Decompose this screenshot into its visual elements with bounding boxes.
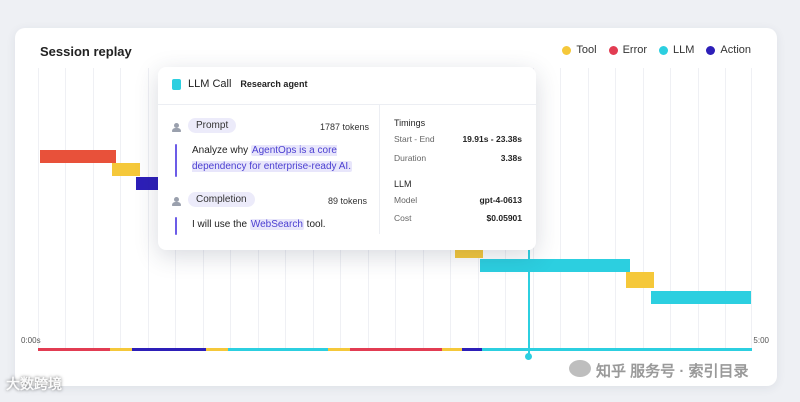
user-icon (172, 197, 181, 206)
legend-item-error: Error (608, 44, 648, 56)
model-label: Model (394, 195, 418, 205)
start-end-value: 19.91s - 23.38s (462, 134, 522, 144)
tool-legend-dot (562, 45, 572, 55)
legend-item-llm: LLM (659, 44, 694, 56)
llm-call-icon (172, 78, 181, 90)
completion-text: I will use the WebSearch tool. (192, 219, 326, 230)
playhead-line[interactable] (528, 250, 530, 358)
legend: Tool Error LLM Action (562, 44, 751, 56)
legend-label-error: Error (622, 44, 648, 56)
timeline-bar-action[interactable] (136, 177, 158, 190)
completion-highlight: WebSearch (249, 219, 304, 230)
popup-header: LLM Call Research agent (172, 78, 307, 90)
timeline-bar-llm[interactable] (480, 259, 630, 272)
llm-heading: LLM (394, 179, 412, 189)
wechat-icon (569, 360, 591, 377)
axis-start-label: 0:00s (21, 336, 41, 345)
legend-item-action: Action (706, 44, 751, 56)
timeline-bar-llm[interactable] (651, 291, 751, 304)
duration-value: 3.38s (500, 153, 522, 163)
playhead-handle[interactable] (525, 353, 532, 360)
cost-value: $0.05901 (486, 213, 522, 223)
prompt-quote-bar (175, 144, 177, 177)
llm-legend-dot (659, 45, 669, 55)
user-icon (172, 123, 181, 132)
session-replay-title: Session replay (40, 44, 132, 59)
watermark-left: 大数跨境 (6, 376, 62, 392)
completion-tokens: 89 tokens (328, 196, 368, 206)
duration-label: Duration (394, 153, 427, 163)
model-value: gpt-4-0613 (479, 195, 522, 205)
cost-label: Cost (394, 213, 412, 223)
axis-end-label: 5:00 (753, 336, 769, 345)
prompt-tokens: 1787 tokens (320, 122, 370, 132)
popup-divider (158, 104, 536, 105)
error-legend-dot (608, 45, 618, 55)
legend-label-tool: Tool (576, 44, 597, 56)
timeline-bar-tool[interactable] (626, 272, 654, 288)
legend-label-action: Action (720, 44, 751, 56)
legend-item-tool: Tool (562, 44, 597, 56)
completion-quote-bar (175, 217, 177, 235)
action-legend-dot (706, 45, 716, 55)
start-end-label: Start - End (394, 134, 435, 144)
popup-title: LLM Call (188, 78, 232, 90)
timeline-scrubber[interactable] (38, 348, 752, 351)
agent-name: Research agent (240, 79, 308, 89)
timeline-bar-error[interactable] (40, 150, 116, 163)
completion-pill: Completion (188, 192, 255, 207)
timings-heading: Timings (394, 118, 426, 128)
popup-column-divider (379, 104, 380, 234)
prompt-text: Analyze why AgentOps is a core dependenc… (192, 145, 352, 172)
legend-label-llm: LLM (673, 44, 695, 56)
llm-call-popup: LLM Call Research agent Prompt 1787 toke… (158, 67, 536, 250)
prompt-pill: Prompt (188, 118, 237, 133)
watermark-right: 知乎 服务号 · 索引目录 (596, 363, 749, 380)
timeline-bar-tool[interactable] (112, 163, 140, 176)
